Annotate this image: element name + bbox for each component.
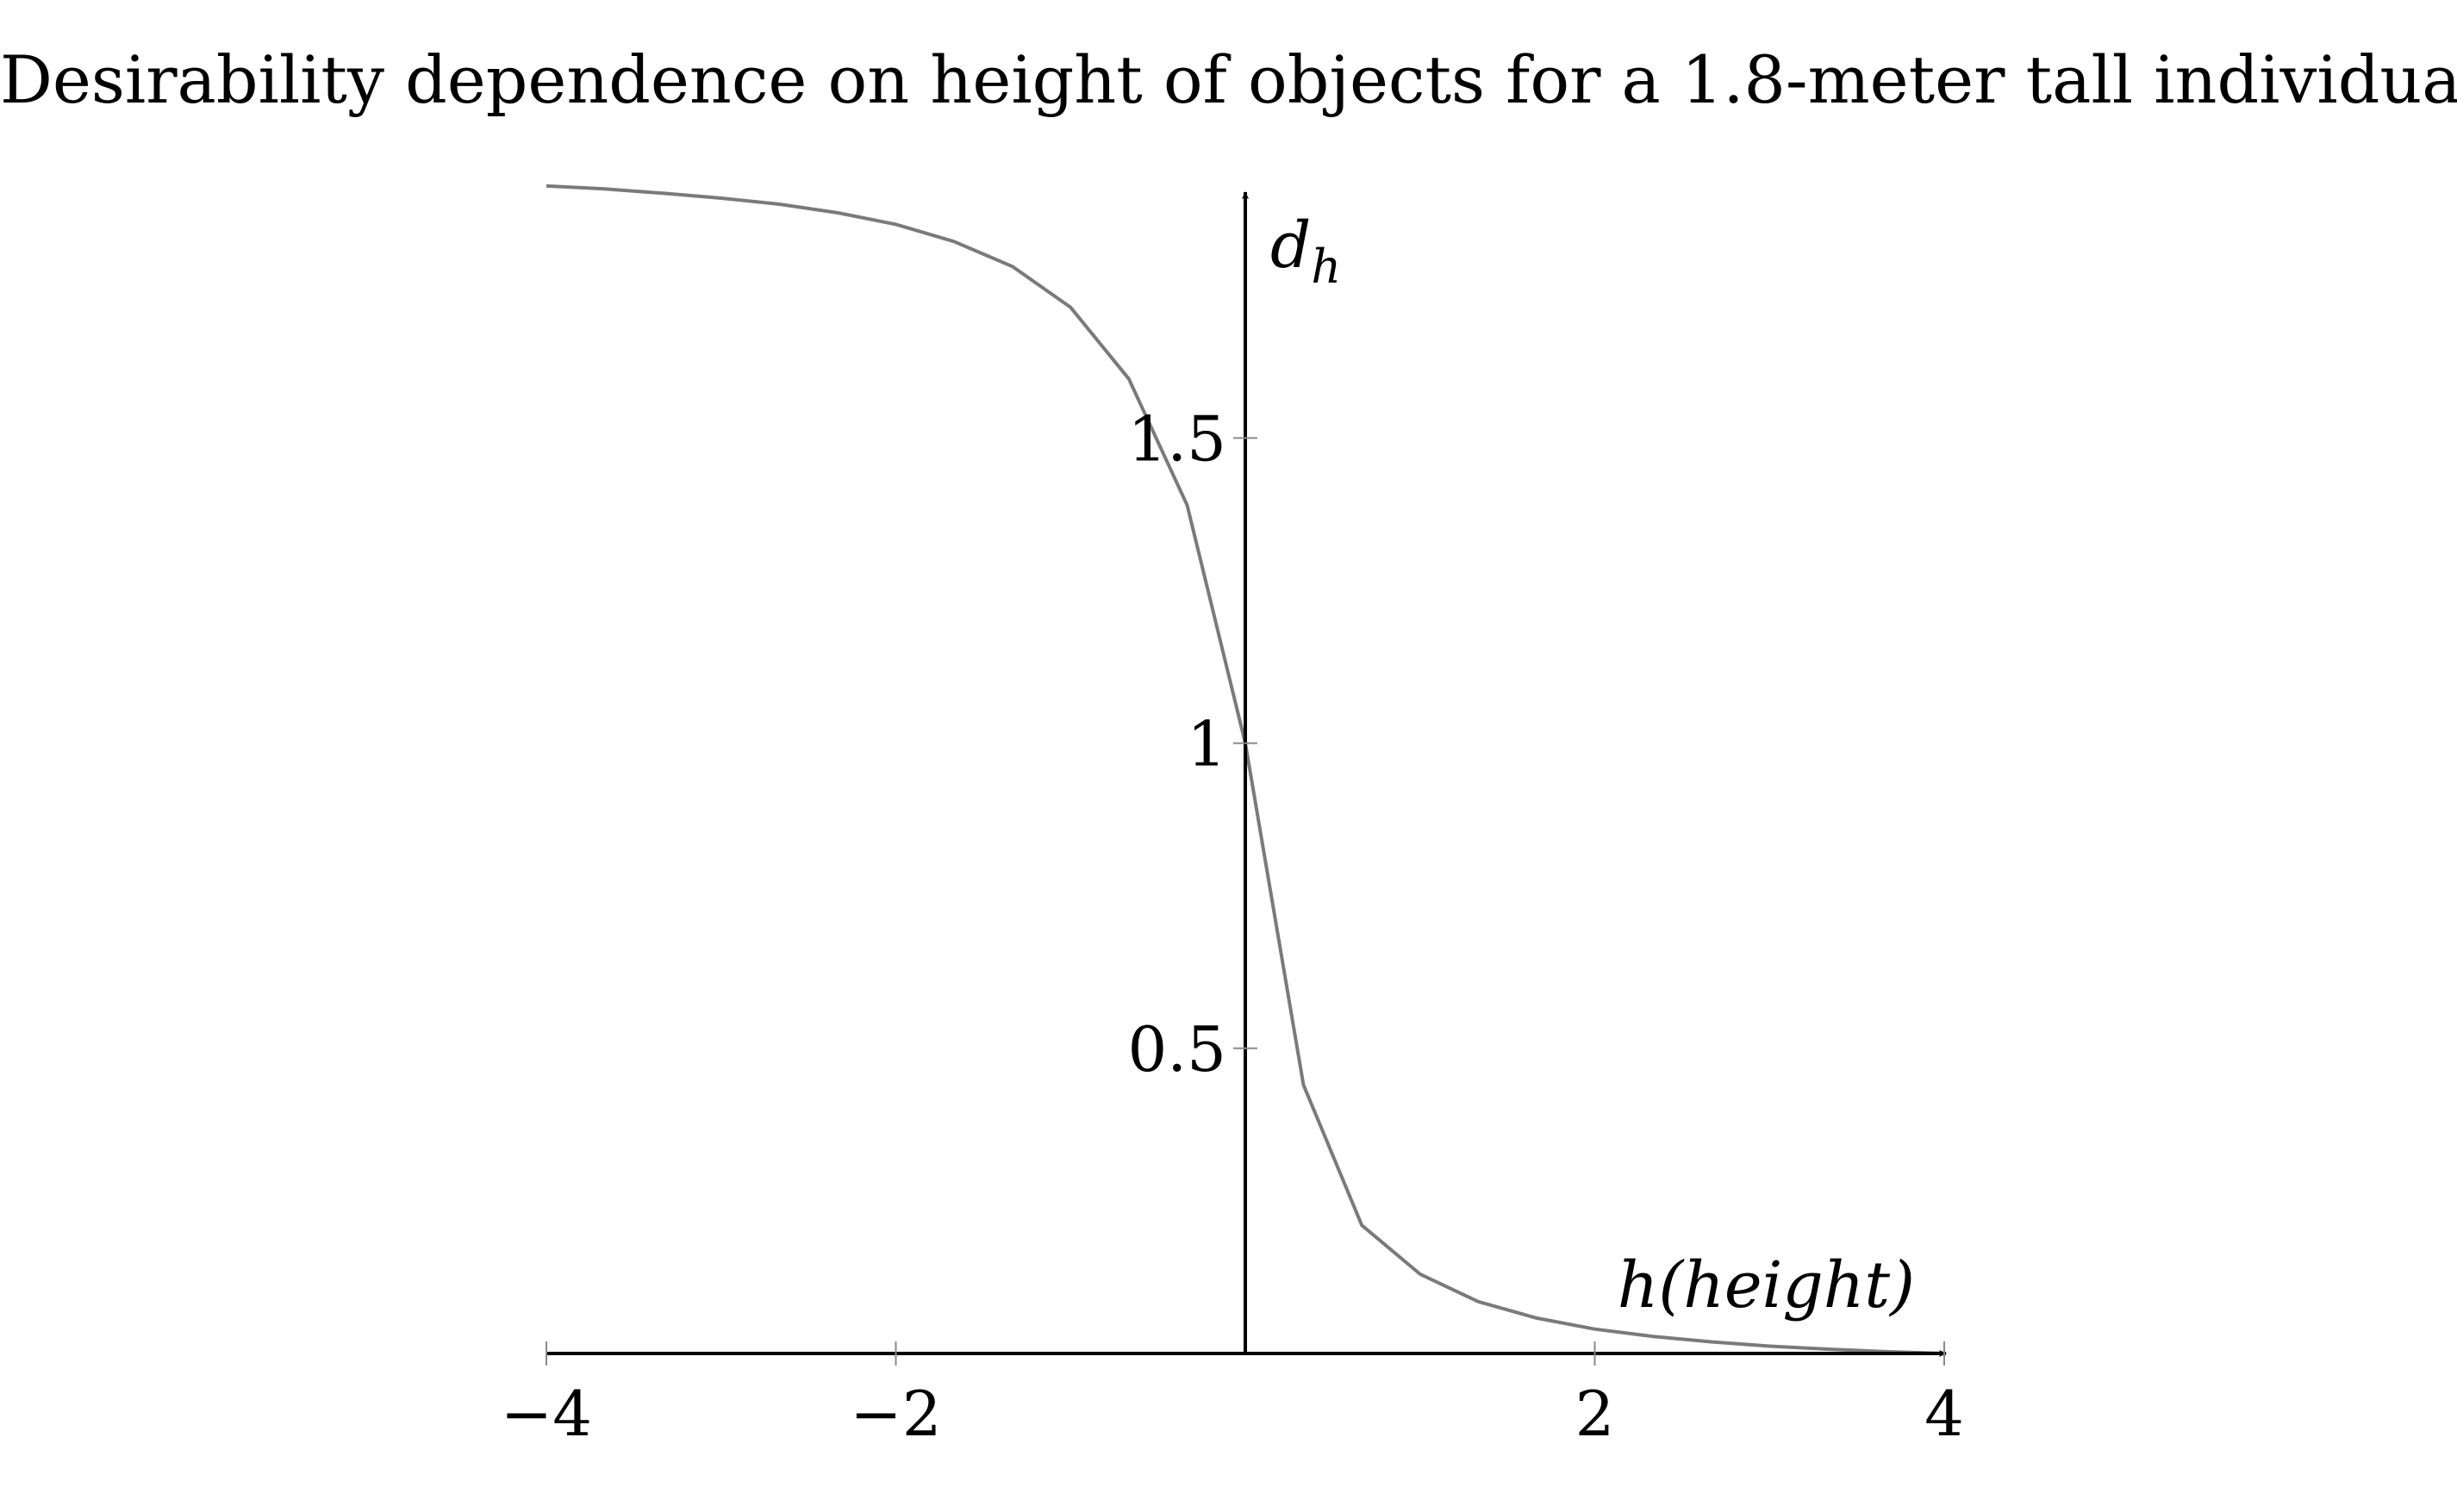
y-axis-label-main: d (1270, 208, 1311, 283)
y-tick-label: 1 (1187, 708, 1226, 781)
x-axis-label: h(height) (1618, 1248, 1915, 1322)
chart-title: Desirability dependence on height of obj… (0, 41, 2457, 118)
y-tick-label: 0.5 (1127, 1013, 1226, 1086)
x-tick-label: −2 (850, 1378, 941, 1450)
x-tick-label: 4 (1924, 1378, 1964, 1450)
x-tick-label: −4 (501, 1378, 592, 1450)
y-axis-label: dh (1270, 208, 1341, 294)
y-axis-label-subscript: h (1311, 240, 1341, 294)
y-tick-label: 1.5 (1127, 402, 1226, 475)
x-tick-label: 2 (1575, 1378, 1615, 1450)
tick-layer: −4 −2 2 4 0.5 1 1.5 (501, 402, 1964, 1450)
